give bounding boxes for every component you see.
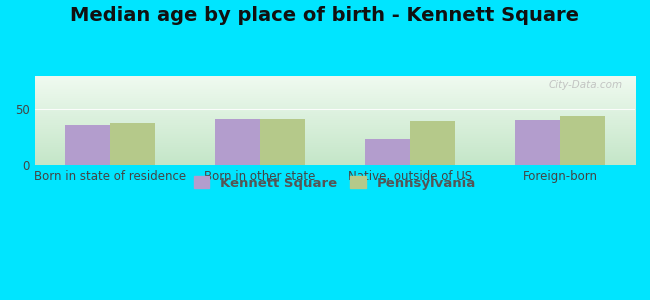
Bar <box>410 122 455 165</box>
Text: City-Data.com: City-Data.com <box>549 80 623 89</box>
Bar <box>214 119 260 165</box>
Bar <box>64 125 110 165</box>
Bar <box>515 120 560 165</box>
Text: Median age by place of birth - Kennett Square: Median age by place of birth - Kennett S… <box>70 6 580 25</box>
Bar <box>365 139 410 165</box>
Bar <box>110 122 155 165</box>
Legend: Kennett Square, Pennsylvania: Kennett Square, Pennsylvania <box>188 171 481 195</box>
Bar <box>560 116 605 165</box>
Bar <box>260 119 305 165</box>
